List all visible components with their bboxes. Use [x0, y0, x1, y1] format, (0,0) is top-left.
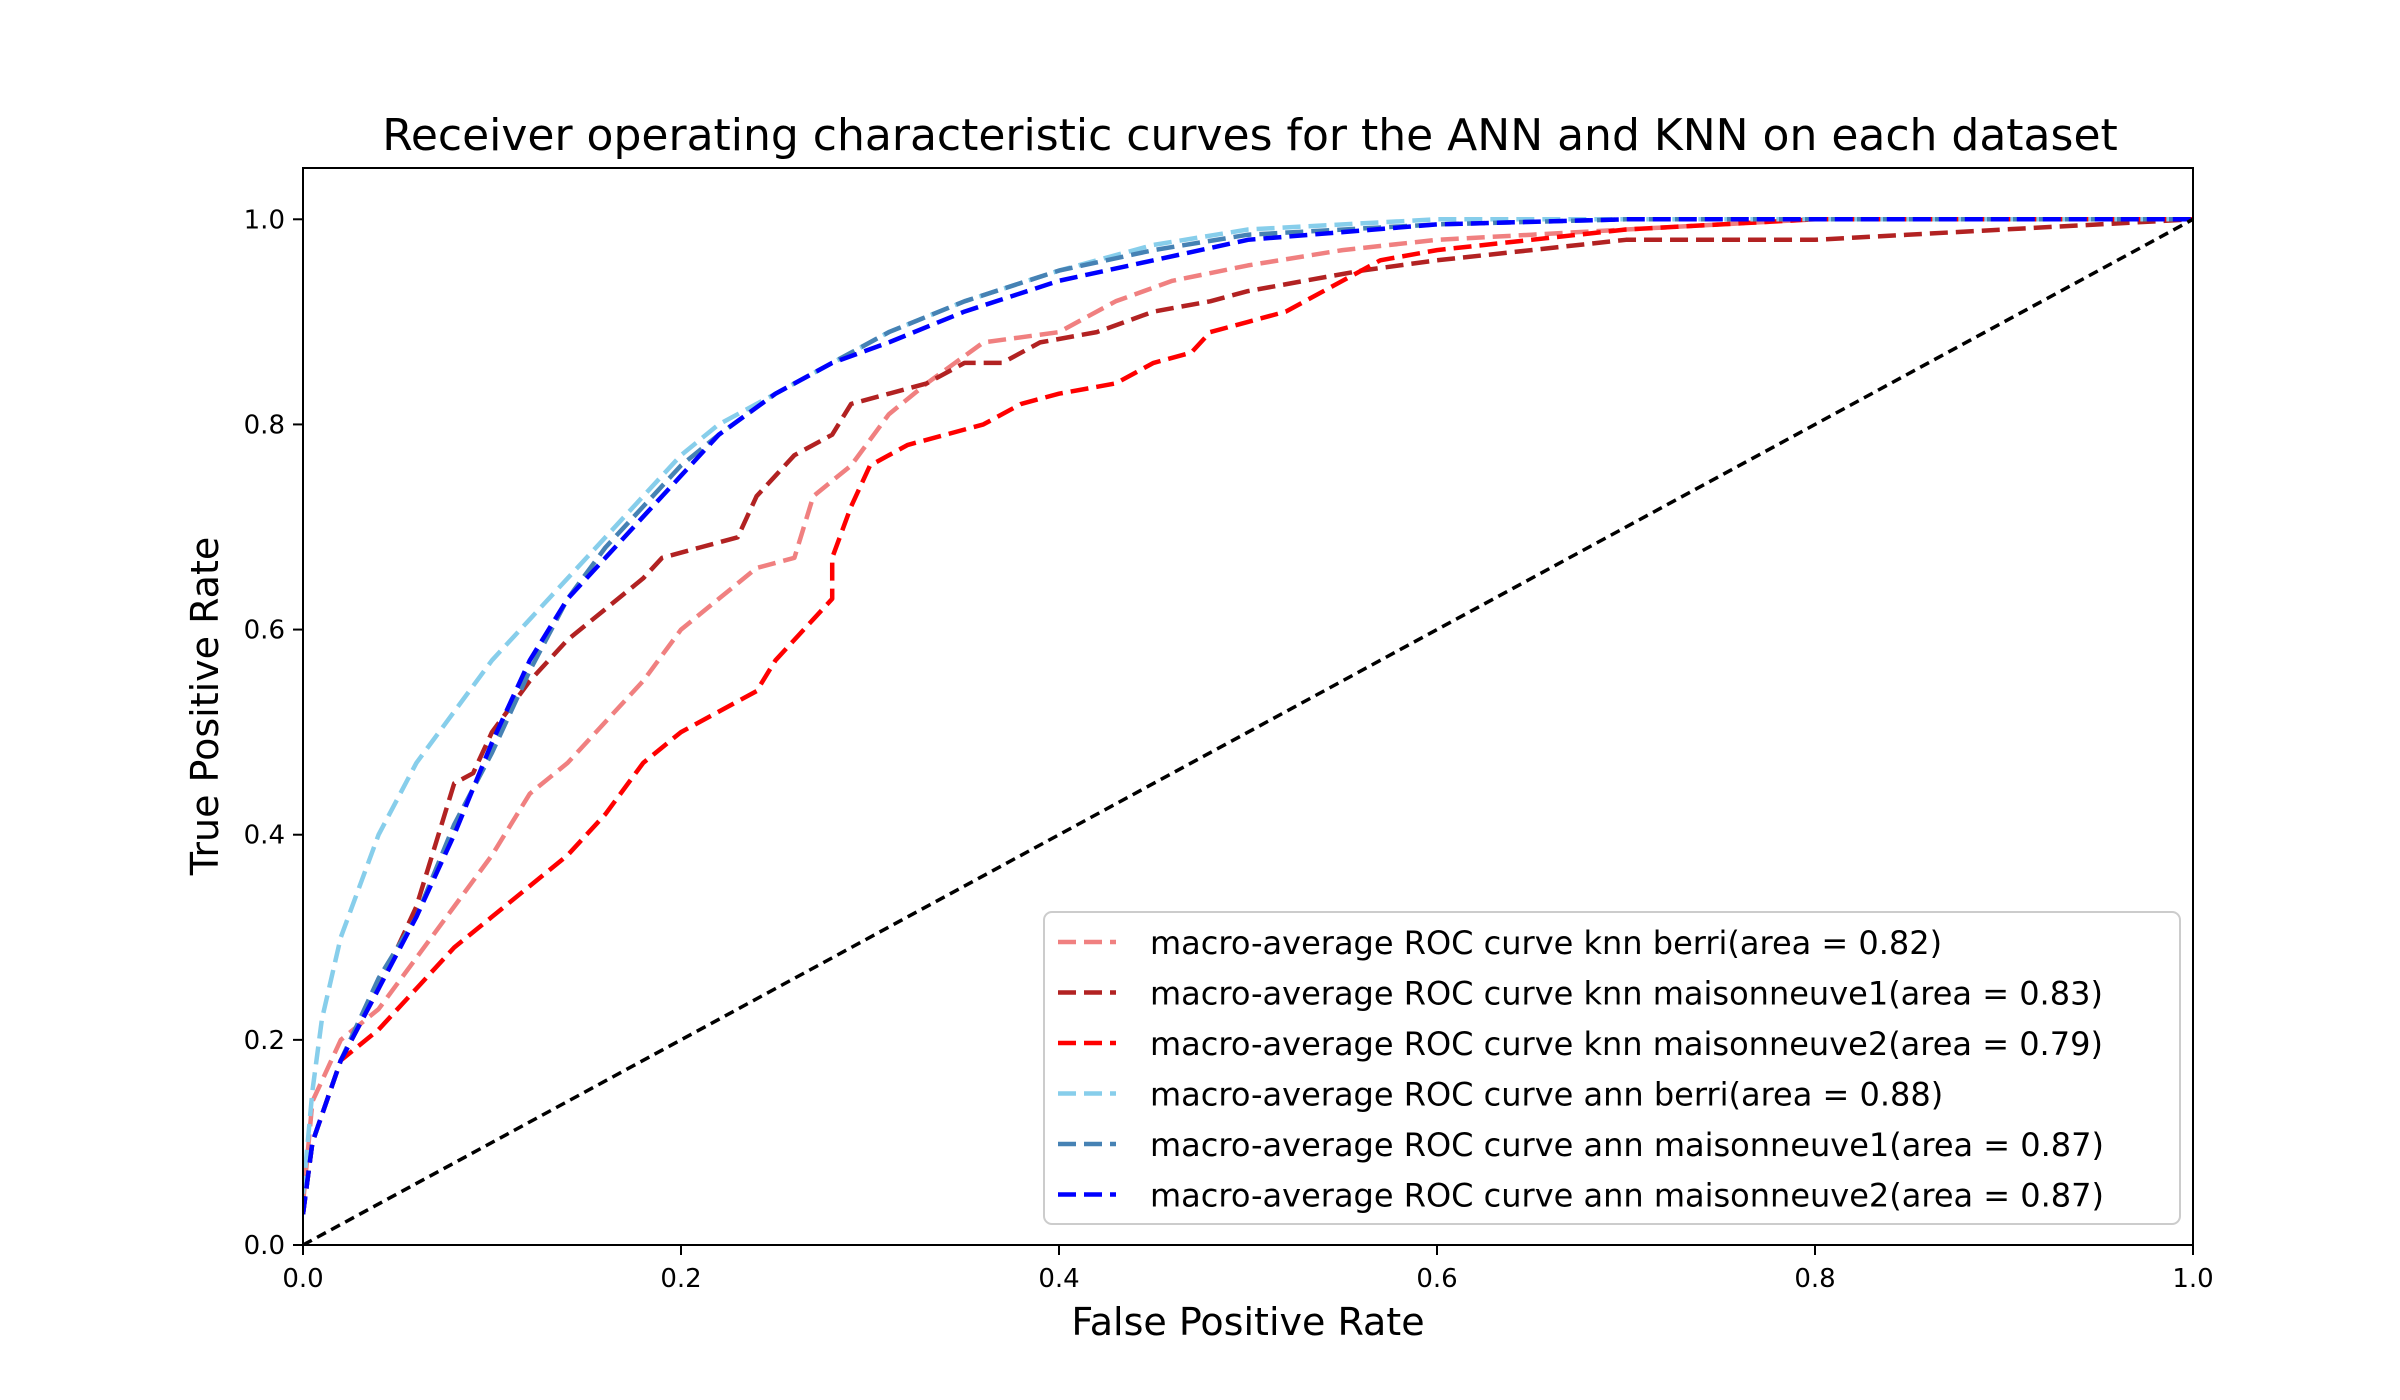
chart-title: Receiver operating characteristic curves…: [382, 110, 2118, 161]
x-axis: 0.0 0.2 0.4 0.6 0.8 1.0: [282, 1245, 2214, 1294]
series-layer: [303, 217, 2193, 1215]
legend: macro-average ROC curve knn berri(area =…: [1043, 911, 2181, 1225]
x-tick-label: 0.8: [1794, 1264, 1835, 1294]
legend-label-5: macro-average ROC curve ann maisonneuve1…: [1150, 1126, 2104, 1164]
y-axis: 0.0 0.2 0.4 0.6 0.8 1.0: [244, 205, 303, 1261]
legend-label-2: macro-average ROC curve knn maisonneuve1…: [1150, 975, 2103, 1013]
y-tick-label: 0.6: [244, 616, 285, 646]
y-tick-label: 0.0: [244, 1231, 285, 1261]
x-tick-label: 0.4: [1038, 1264, 1079, 1294]
series-line-1: [303, 217, 2193, 1205]
reference-layer: [303, 217, 2193, 1245]
x-tick-label: 0.0: [282, 1264, 323, 1294]
y-tick-label: 0.2: [244, 1026, 285, 1056]
x-tick-label: 1.0: [2172, 1264, 2213, 1294]
chance-diagonal-line: [303, 217, 2193, 1245]
plot-area: [302, 167, 2194, 1246]
series-line-3: [303, 217, 2193, 1215]
legend-label-6: macro-average ROC curve ann maisonneuve2…: [1150, 1177, 2104, 1215]
legend-label-3: macro-average ROC curve knn maisonneuve2…: [1150, 1025, 2103, 1063]
series-line-2: [303, 217, 2193, 1215]
x-tick-label: 0.6: [1416, 1264, 1457, 1294]
legend-label-1: macro-average ROC curve knn berri(area =…: [1150, 924, 1942, 962]
legend-label-4: macro-average ROC curve ann berri(area =…: [1150, 1076, 1943, 1114]
x-axis-label: False Positive Rate: [1071, 1300, 1424, 1344]
y-axis-label: True Positive Rate: [183, 537, 227, 877]
y-tick-label: 0.4: [244, 821, 285, 851]
y-tick-label: 1.0: [244, 205, 285, 235]
y-tick-label: 0.8: [244, 410, 285, 440]
x-tick-label: 0.2: [660, 1264, 701, 1294]
legend-entries: macro-average ROC curve knn berri(area =…: [1058, 924, 2104, 1215]
series-line-6: [303, 217, 2193, 1215]
plot-frame: [302, 167, 2194, 1246]
legend-frame: [1043, 911, 2181, 1225]
